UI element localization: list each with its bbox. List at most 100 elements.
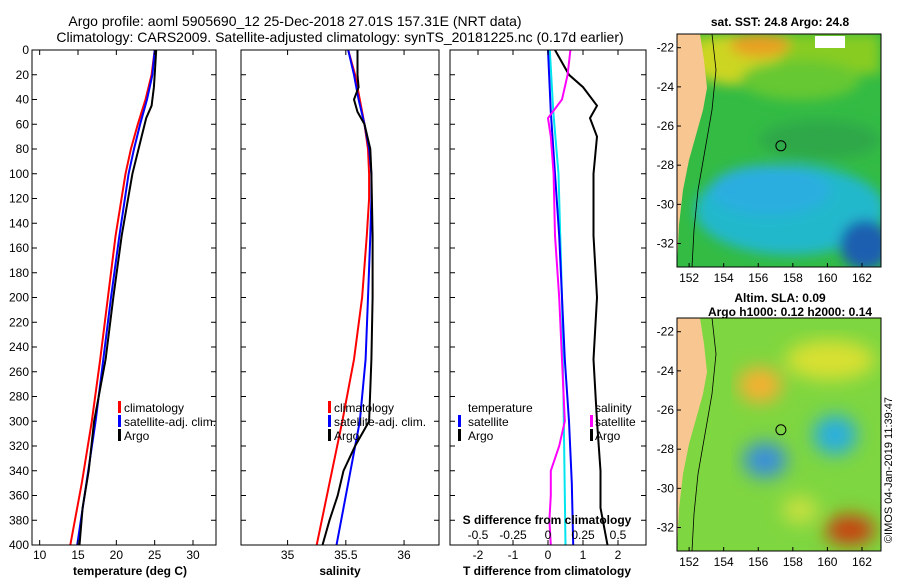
sst-field [680,34,881,267]
legend-swatch-argo [328,429,331,441]
legend-label-satellite: satellite-adj. clim. [124,415,216,429]
map-y-tick-label: -28 [657,442,675,456]
map-y-tick-label: -28 [657,158,675,172]
map-y-tick-label: -30 [657,481,675,495]
y-tick-label: 180 [9,266,29,280]
y-tick-label: 200 [9,291,29,305]
temperature-legend: climatology satellite-adj. clim. Argo [118,401,216,443]
sst-map-ticks: 152 154 156 158 160 162 -22 -24 -26 -28 -30 -32 [657,41,873,285]
map-y-tick-label: -30 [657,197,675,211]
map-x-tick-label: 152 [679,271,699,285]
sst-shelf-contour [691,34,717,267]
y-tick-label: 220 [9,315,29,329]
y-tick-label: 120 [9,192,29,206]
legend-label-argo: Argo [124,429,150,443]
temperature-diff-satellite-line [548,50,567,545]
temperature-climatology-line [69,50,156,545]
figure-title-line1: Argo profile: aoml 5905690_12 25-Dec-201… [68,13,521,29]
salinity-diff-argo-line [546,50,572,545]
y-tick-label: 160 [9,241,29,255]
map-x-tick-label: 162 [852,271,872,285]
temperature-argo-line [78,50,158,545]
sla-map: Altim. SLA: 0.09 Argo h1000: 0.12 h2000:… [657,291,882,569]
sst-cold-patch [840,220,881,267]
map-x-tick-label: 162 [852,555,872,569]
difference-legend: temperature satellite Argo salinity sate… [458,401,636,443]
x-tick-label: 0 [545,548,552,562]
salinity-x-label: salinity [319,564,361,578]
sst-hot-patch [730,34,790,57]
map-y-tick-label: -32 [657,237,675,251]
sst-argo-marker [775,140,787,152]
x-tick-label: 35 [281,548,295,562]
legend-label-sal-argo: Argo [595,429,621,443]
sst-map-frame [676,33,882,268]
map-y-tick-label: -22 [657,41,675,55]
legend-label-argo: Argo [334,429,360,443]
y-tick-label: 240 [9,340,29,354]
legend-label-sal-satellite: satellite [595,415,636,429]
map-y-tick-label: -26 [657,119,675,133]
sla-shelf-contour [691,318,717,551]
sst-map: sat. SST: 24.8 Argo: 24.8 152 154 156 158 16… [657,15,882,285]
legend-label-temp-argo: Argo [468,429,494,443]
temperature-panel: 0 20 40 60 80 100 120 140 160 180 200 220 240 260 280 3… [9,43,217,578]
map-x-tick-label: 156 [748,555,768,569]
legend-swatch-temp-argo [458,429,461,441]
sst-missing-data [815,36,845,48]
x-tick-label: 30 [186,548,200,562]
sla-map-frame [676,317,882,552]
map-x-tick-label: 156 [748,271,768,285]
sla-map-title: Altim. SLA: 0.09 [734,291,826,305]
map-x-tick-label: 158 [783,555,803,569]
sla-yellow-patch [785,340,875,380]
difference-x-ticks: -2 -1 0 1 2 [473,50,622,562]
legend-swatch-satellite [328,415,331,427]
map-x-tick-label: 160 [817,271,837,285]
legend-label-temp-satellite: satellite [468,415,509,429]
difference-salinity-ticks: -0.5 -0.25 0 0.25 0.5 [468,528,627,542]
sst-cool-core [710,165,830,215]
y-tick-label: 280 [9,390,29,404]
sla-field [738,340,875,545]
sst-map-title: sat. SST: 24.8 Argo: 24.8 [711,15,850,29]
salinity-legend: climatology satellite-adj. clim. Argo [328,401,426,443]
imos-credit: ©IMOS 04-Jan-2019 11:39:47 [883,397,895,543]
salinity-tick-label: 0.25 [571,528,595,542]
salinity-diff-satellite-line [547,50,575,545]
map-y-tick-label: -22 [657,325,675,339]
temperature-diff-argo-line [554,50,609,545]
x-tick-label: 10 [33,548,47,562]
y-tick-label: 20 [16,68,30,82]
temperature-satellite-line [76,50,156,545]
map-x-tick-label: 154 [714,555,734,569]
salinity-satellite-line [335,50,373,545]
y-tick-label: 40 [16,93,30,107]
map-x-tick-label: 158 [783,271,803,285]
map-y-tick-label: -24 [657,80,675,94]
y-tick-label: 100 [9,167,29,181]
legend-title-temperature: temperature [468,401,533,415]
salinity-tick-label: -0.5 [468,528,489,542]
legend-swatch-sal-satellite [590,415,593,427]
x-tick-label: 15 [71,548,85,562]
legend-swatch-climatology [328,401,331,413]
legend-label-climatology: climatology [124,401,184,415]
x-tick-label: 2 [615,548,622,562]
legend-swatch-satellite [118,415,121,427]
difference-plot-frame [449,49,647,546]
legend-swatch-temp-satellite [458,415,461,427]
sla-yellow-patch-2 [782,496,818,524]
y-tick-label: 300 [9,414,29,428]
map-x-tick-label: 160 [817,555,837,569]
legend-swatch-sal-argo [590,429,593,441]
y-tick-label: 360 [9,489,29,503]
salinity-tick-label: -0.25 [499,528,527,542]
salinity-y-ticks [241,49,439,546]
y-tick-label: 80 [16,142,30,156]
sla-argo-marker [775,424,787,436]
sst-mid-green [760,120,880,160]
x-tick-label: -1 [508,548,519,562]
temperature-plot-frame [31,49,217,546]
